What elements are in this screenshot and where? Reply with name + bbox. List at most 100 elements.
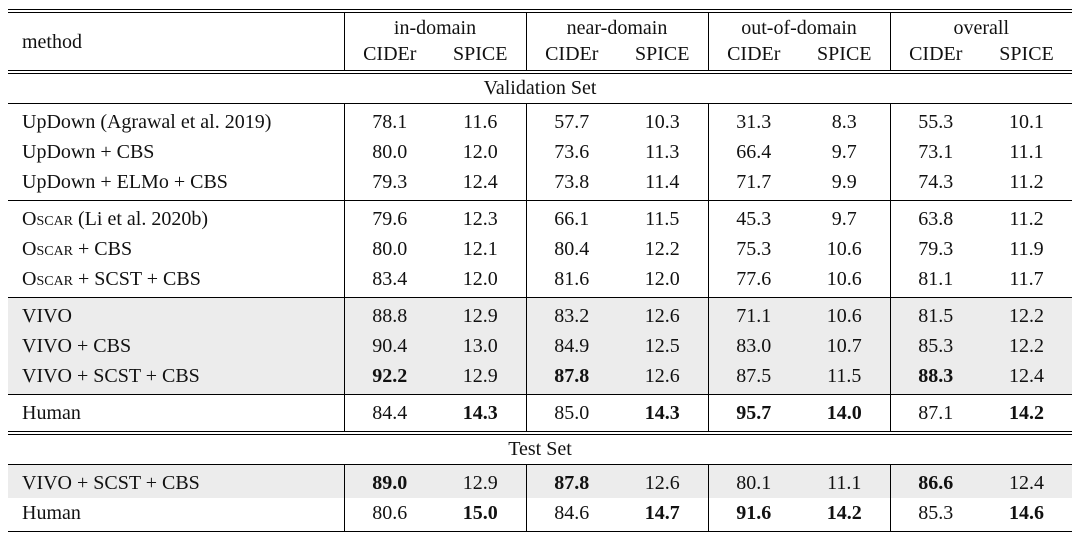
method-name-smallcaps: Oscar xyxy=(22,268,74,290)
metric-cell: 11.3 xyxy=(645,141,680,163)
column-header-spice: SPICE xyxy=(799,41,891,74)
metric-cell: 84.9 xyxy=(525,331,617,361)
column-header-spice: SPICE xyxy=(981,41,1073,74)
method-cell: Oscar + CBS xyxy=(22,238,133,260)
metric-cell: 12.9 xyxy=(435,297,526,331)
metric-cell: 12.5 xyxy=(617,331,709,361)
section-title: Validation Set xyxy=(8,72,1073,104)
metric-cell: 12.1 xyxy=(462,238,498,260)
method-cell: UpDown + ELMo + CBS xyxy=(8,167,344,201)
metric-cell: 75.3 xyxy=(707,234,800,264)
method-cell: UpDown + CBS xyxy=(22,141,155,163)
metric-cell: 12.4 xyxy=(981,361,1073,395)
table-row: UpDown + ELMo + CBS 79.3 12.4 73.8 11.4 71.7 9… xyxy=(8,167,1073,201)
metric-cell: 11.6 xyxy=(463,111,498,133)
metric-cell: 83.2 xyxy=(525,297,617,331)
metric-cell: 88.3 xyxy=(889,361,982,395)
metric-cell: 80.6 xyxy=(343,498,435,534)
column-header-spice: SPICE xyxy=(435,41,526,74)
section-row: Test Set xyxy=(8,433,1073,465)
metric-cell: 83.0 xyxy=(707,331,800,361)
metric-cell: 12.2 xyxy=(644,238,680,260)
metric-cell: 63.8 xyxy=(889,200,982,234)
metric-cell: 14.3 xyxy=(435,394,526,435)
table-row: VIVO + SCST + CBS 92.2 12.9 87.8 12.6 87.5 11.… xyxy=(8,361,1073,395)
group-header-overall: overall xyxy=(889,11,1073,41)
method-cell: VIVO + SCST + CBS xyxy=(8,464,344,498)
metric-cell: 87.1 xyxy=(889,394,982,435)
metric-cell: 12.4 xyxy=(981,464,1073,498)
metric-cell: 13.0 xyxy=(435,331,526,361)
metric-cell: 14.3 xyxy=(617,394,709,435)
metric-cell: 12.9 xyxy=(435,464,526,498)
metric-cell: 80.1 xyxy=(707,464,800,498)
metric-cell: 85.0 xyxy=(525,394,617,435)
metric-cell: 87.8 xyxy=(525,464,617,498)
metric-cell: 14.2 xyxy=(799,498,891,534)
metric-cell: 11.5 xyxy=(799,361,891,395)
metric-cell: 10.7 xyxy=(799,331,891,361)
method-cell: Oscar + SCST + CBS xyxy=(8,264,344,298)
metric-cell: 10.1 xyxy=(1009,111,1045,133)
method-cell: Oscar (Li et al. 2020b) xyxy=(22,208,208,230)
method-cell: Human xyxy=(8,394,344,435)
metric-cell: 88.8 xyxy=(343,297,435,331)
metric-cell: 12.0 xyxy=(435,264,526,298)
metric-cell: 12.2 xyxy=(981,331,1073,361)
table-row: Oscar + CBS 80.0 12.1 80.4 12.2 75.3 10.6 79.3 1… xyxy=(8,234,1072,264)
metric-cell: 90.4 xyxy=(343,331,435,361)
column-header-cider: CIDEr xyxy=(889,41,982,74)
metric-cell: 12.6 xyxy=(617,297,709,331)
metric-cell: 86.6 xyxy=(889,464,982,498)
metric-cell: 11.4 xyxy=(617,167,709,201)
metric-cell: 91.6 xyxy=(707,498,800,534)
metric-cell: 79.6 xyxy=(343,200,435,234)
metric-cell: 11.9 xyxy=(1009,238,1044,260)
metric-cell: 10.6 xyxy=(799,264,891,298)
metric-cell: 66.4 xyxy=(707,137,800,167)
metric-cell: 73.8 xyxy=(525,167,617,201)
metric-cell: 57.7 xyxy=(525,103,617,137)
metric-cell: 81.1 xyxy=(889,264,982,298)
table-row: UpDown (Agrawal et al. 2019) 78.1 11.6 57.7… xyxy=(8,103,1072,137)
metric-cell: 85.3 xyxy=(889,331,982,361)
results-table: method in-domain near-domain out-of-doma… xyxy=(8,9,1073,534)
metric-cell: 45.3 xyxy=(707,200,800,234)
metric-cell: 12.3 xyxy=(462,208,498,230)
metric-cell: 95.7 xyxy=(707,394,800,435)
metric-cell: 92.2 xyxy=(343,361,435,395)
metric-cell: 12.2 xyxy=(981,297,1073,331)
metric-cell: 84.6 xyxy=(525,498,617,534)
column-header-method: method xyxy=(8,11,344,74)
metric-cell: 9.7 xyxy=(831,141,857,163)
table-row: Oscar + SCST + CBS 83.4 12.0 81.6 12.0 77.6 10… xyxy=(8,264,1073,298)
metric-cell: 80.4 xyxy=(525,234,617,264)
metric-cell: 11.2 xyxy=(1009,208,1044,230)
metric-cell: 12.9 xyxy=(435,361,526,395)
metric-cell: 79.3 xyxy=(889,234,982,264)
column-header-cider: CIDEr xyxy=(343,41,435,74)
header-row-metrics: CIDEr SPICE CIDEr SPICE CIDEr SPICE CIDE… xyxy=(8,41,1073,74)
metric-cell: 8.3 xyxy=(831,111,857,133)
metric-cell: 73.1 xyxy=(889,137,982,167)
metric-cell: 12.0 xyxy=(617,264,709,298)
table-row: Human 84.4 14.3 85.0 14.3 95.7 14.0 87.1 14.2 xyxy=(8,394,1073,435)
metric-cell: 81.6 xyxy=(525,264,617,298)
group-header-in-domain: in-domain xyxy=(343,11,526,41)
method-cell: VIVO + CBS xyxy=(8,331,344,361)
metric-cell: 84.4 xyxy=(343,394,435,435)
section-row: Validation Set xyxy=(8,72,1073,104)
metric-cell: 11.5 xyxy=(645,208,680,230)
column-header-spice: SPICE xyxy=(617,41,709,74)
metric-cell: 12.4 xyxy=(435,167,526,201)
section-title: Test Set xyxy=(8,433,1073,465)
table-row: VIVO + CBS 90.4 13.0 84.9 12.5 83.0 10.7 85.3 12… xyxy=(8,331,1073,361)
method-cell: UpDown (Agrawal et al. 2019) xyxy=(22,111,272,133)
metric-cell: 87.8 xyxy=(525,361,617,395)
metric-cell: 81.5 xyxy=(889,297,982,331)
metric-cell: 31.3 xyxy=(707,103,800,137)
method-cell: Human xyxy=(8,498,344,534)
metric-cell: 11.1 xyxy=(1009,141,1044,163)
metric-cell: 11.7 xyxy=(981,264,1073,298)
table-row: VIVO 88.8 12.9 83.2 12.6 71.1 10.6 81.5 12.2 xyxy=(8,297,1073,331)
